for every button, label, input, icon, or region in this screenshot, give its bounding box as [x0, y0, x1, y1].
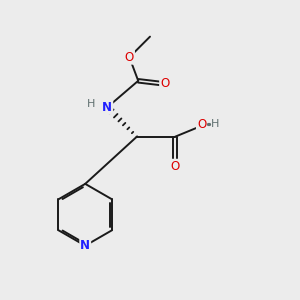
Text: O: O — [125, 51, 134, 64]
Text: N: N — [102, 101, 112, 114]
Text: O: O — [170, 160, 180, 173]
Text: N: N — [80, 239, 90, 252]
Text: O: O — [197, 118, 206, 130]
Text: H: H — [211, 119, 220, 129]
Text: O: O — [160, 77, 169, 90]
Text: H: H — [87, 99, 95, 110]
